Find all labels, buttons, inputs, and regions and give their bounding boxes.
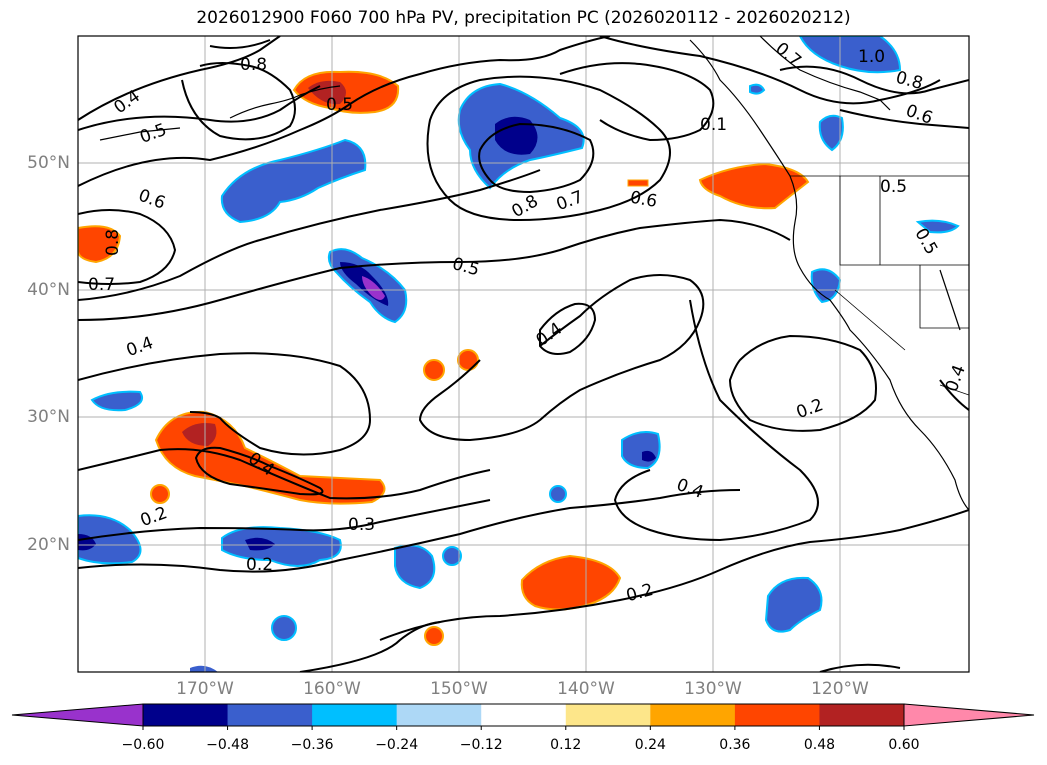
colorbar-label: 0.48 [803,737,836,753]
lat-label: 40°N [27,280,70,300]
contour-label: 0.6 [628,188,658,212]
map-frame [77,35,970,673]
precip-negative-area [90,390,144,412]
precip-strong-negative-area [495,116,538,155]
precip-positive-area [78,225,122,264]
precip-positive-area [698,162,810,210]
lon-label: 150°W [430,679,488,699]
lat-label: 50°N [27,153,70,173]
colorbar-label: −0.36 [290,737,334,753]
contour-label: 0.3 [348,515,375,535]
colorbar-label: −0.12 [459,737,503,753]
precip-negative-area [221,526,342,567]
colorbar-label: −0.48 [206,737,249,753]
coastlines [99,36,969,511]
contour-label: 0.8 [240,55,267,75]
colorbar-label: 0.36 [719,737,751,753]
map-title: 2026012900 F060 700 hPa PV, precipitatio… [196,8,851,28]
lon-label: 170°W [176,679,234,699]
country-borders [790,175,969,396]
gridlines [78,36,969,672]
pv-contours [78,36,969,672]
precip-negative-area [621,431,661,470]
precip-negative-area [818,114,844,152]
contour-label: 0.7 [88,275,115,295]
precip-negative-area [394,544,436,590]
lon-label: 140°W [557,679,615,699]
lon-label: 160°W [303,679,361,699]
contour-label: 1.0 [858,47,885,67]
contour-label: 0.2 [246,555,273,575]
contour-label: 0.5 [880,177,907,197]
precip-negative-area [220,138,367,224]
contour-label: 0.5 [326,95,353,115]
colorbar-label: 0.60 [888,737,920,753]
contour-label: 0.8 [103,229,123,256]
precip-negative-area [764,576,823,633]
precip-strong-positive-area [182,423,217,446]
lat-label: 30°N [27,407,70,427]
lon-label: 130°W [684,679,742,699]
colorbar-label: −0.60 [121,737,165,753]
precip-fill-layer [78,36,960,672]
lon-label: 120°W [811,679,869,699]
colorbar-label: 0.12 [550,737,582,753]
precip-negative-area [78,514,142,565]
lat-label: 20°N [27,535,70,555]
precip-negative-area [798,36,902,74]
precip-strong-negative-area [245,537,275,551]
precip-extreme-negative-area [362,276,385,300]
colorbar-label: −0.24 [375,737,419,753]
colorbar-label: 0.24 [634,737,666,753]
precip-positive-area [520,554,622,611]
contour-label: 0.1 [700,115,727,135]
